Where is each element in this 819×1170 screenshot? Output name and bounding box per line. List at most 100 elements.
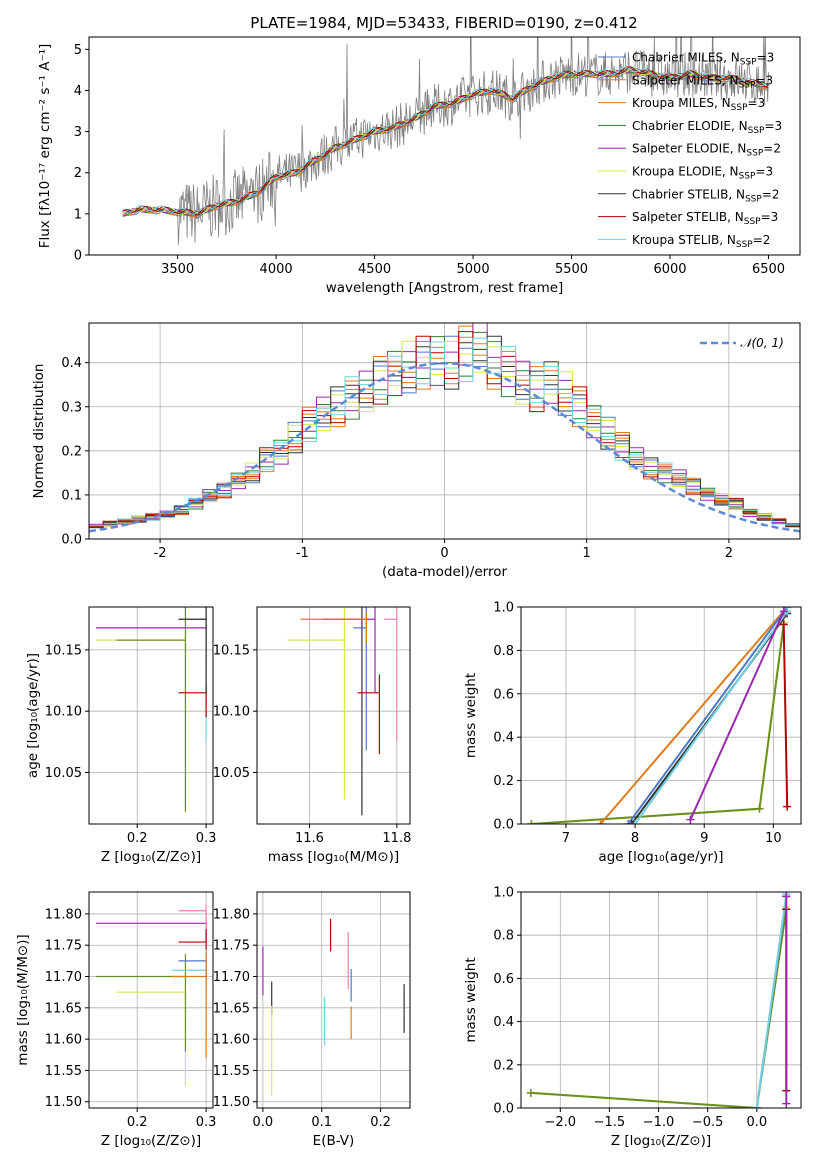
point-marker	[631, 820, 640, 824]
plot-area	[122, 37, 769, 245]
mass-vs-ebv-panel: 0.0 0.1 0.2 11.50 11.55 11.60 11.65 11.70 11.75 1…	[213, 891, 411, 1149]
age-vs-mass-panel: 11.6 11.8 10.05 10.10 10.15 mass [log₁₀(M/M⊙)…	[213, 606, 411, 865]
y-tick-label: 0	[74, 249, 82, 264]
legend-label: Salpeter MILES, NSSP=3	[632, 73, 773, 90]
mass-weight-line	[634, 610, 789, 824]
legend-label: 𝒩(0, 1)	[740, 336, 784, 350]
x-tick-label: 11.6	[295, 831, 324, 846]
legend-label: Kroupa ELODIE, NSSP=3	[632, 165, 773, 182]
y-tick-label: 11.75	[213, 939, 250, 954]
mass-weight-line	[782, 624, 789, 807]
y-tick-label: 0.4	[493, 731, 514, 746]
legend-nssp: 3	[765, 73, 773, 87]
legend-label: Chabrier ELODIE, NSSP=3	[632, 119, 782, 136]
y-tick-label: 11.65	[213, 1001, 250, 1016]
x-tick-label: 4500	[358, 262, 391, 277]
x-tick-label: 3500	[161, 262, 194, 277]
x-tick-label: 5000	[457, 262, 490, 277]
y-tick-label: 10.15	[213, 643, 250, 658]
point-marker	[526, 1088, 535, 1097]
x-tick-label: 4000	[260, 262, 293, 277]
y-axis-label: Normed distribution	[31, 364, 47, 499]
legend-subscript: SSP	[736, 240, 753, 250]
axes-frame	[88, 322, 801, 540]
x-tick-label: 8	[631, 831, 639, 846]
y-tick-label: 0.0	[493, 818, 514, 833]
x-tick-label: -1	[296, 546, 309, 561]
legend-label: Chabrier STELIB, NSSP=2	[632, 187, 780, 204]
x-tick-label: −0.5	[692, 1115, 724, 1130]
legend-name: Chabrier STELIB, N	[632, 187, 745, 201]
point-marker	[755, 804, 764, 813]
legend-subscript: SSP	[744, 217, 761, 227]
axes-frame	[88, 891, 214, 1109]
y-tick-label: 0.8	[493, 644, 514, 659]
point-marker	[686, 815, 695, 824]
y-tick-label: 10.10	[45, 705, 82, 720]
y-tick-label: 0.2	[493, 1058, 514, 1073]
legend-subscript: SSP	[748, 126, 765, 136]
age-vs-metallicity-panel: 0.2 0.3 10.05 10.10 10.15 Z [log₁₀(Z/Z⊙)] age …	[25, 606, 216, 865]
point-marker	[596, 820, 605, 824]
y-axis-label: Flux [fλ10⁻¹⁷ erg cm⁻² s⁻¹ A⁻¹]	[37, 44, 53, 249]
x-tick-label: 9	[700, 831, 708, 846]
x-axis-label: Z [log₁₀(Z/Z⊙)]	[101, 1133, 201, 1149]
x-tick-label: -2	[154, 546, 167, 561]
y-tick-label: 2	[74, 166, 82, 181]
y-tick-label: 11.50	[45, 1095, 82, 1110]
x-axis-label: E(B-V)	[313, 1133, 355, 1149]
legend-eq: =	[755, 73, 765, 87]
y-tick-label: 10.10	[213, 705, 250, 720]
x-axis-label: age [log₁₀(age/yr)]	[598, 849, 723, 865]
y-tick-label: 1.0	[493, 601, 514, 616]
y-tick-label: 11.60	[45, 1033, 82, 1048]
point-marker	[779, 607, 788, 616]
axes-frame	[520, 891, 802, 1109]
chart-title: PLATE=1984, MJD=53433, FIBERID=0190, z=0…	[250, 14, 637, 32]
x-tick-label: 0.1	[311, 1115, 332, 1130]
point-marker	[624, 820, 633, 824]
y-tick-label: 11.80	[45, 907, 82, 922]
x-tick-label: 6000	[653, 262, 686, 277]
legend-eq: =	[755, 165, 765, 179]
legend-subscript: SSP	[740, 58, 757, 68]
y-tick-label: 0.4	[61, 356, 82, 371]
x-tick-label: 6500	[752, 262, 785, 277]
legend-label: Kroupa MILES, NSSP=3	[632, 96, 765, 113]
x-tick-label: 1	[583, 546, 591, 561]
x-tick-label: −2.0	[545, 1115, 577, 1130]
legend-label: Kroupa STELIB, NSSP=2	[632, 233, 770, 250]
legend-label: Chabrier MILES, NSSP=3	[632, 51, 774, 68]
legend-nssp: 3	[775, 119, 783, 133]
legend-nssp: 3	[771, 210, 779, 224]
y-tick-label: 0.6	[493, 972, 514, 987]
legend-subscript: SSP	[731, 103, 748, 113]
axes-frame	[520, 606, 802, 825]
y-tick-label: 11.50	[213, 1095, 250, 1110]
legend-nssp: 3	[767, 51, 775, 65]
x-tick-label: 5500	[555, 262, 588, 277]
y-tick-label: 0.0	[61, 533, 82, 548]
x-tick-label: 0.0	[746, 1115, 767, 1130]
legend-subscript: SSP	[746, 149, 763, 159]
plot-area	[527, 607, 792, 824]
y-tick-label: 11.70	[45, 970, 82, 985]
legend-eq: =	[753, 233, 763, 247]
legend-subscript: SSP	[739, 172, 756, 182]
x-tick-label: 0.2	[127, 1115, 148, 1130]
legend-nssp: 2	[773, 142, 781, 156]
y-tick-label: 0.3	[61, 400, 82, 415]
plot-area	[287, 607, 398, 816]
axes-frame	[256, 891, 411, 1109]
legend-name: Kroupa STELIB, N	[632, 233, 736, 247]
x-tick-label: 10	[765, 831, 782, 846]
y-tick-label: 5	[74, 43, 82, 58]
legend-eq: =	[748, 96, 758, 110]
weight-vs-metallicity-panel: −2.0 −1.5 −1.0 −0.5 0.0 0.0 0.2 0.4 0.6 0.8 1.0 Z […	[463, 886, 802, 1149]
legend-name: Chabrier MILES, N	[632, 51, 740, 65]
y-tick-label: 3	[74, 125, 82, 140]
y-tick-label: 11.75	[45, 939, 82, 954]
legend-eq: =	[763, 142, 773, 156]
legend-label: Salpeter ELODIE, NSSP=2	[632, 142, 781, 159]
